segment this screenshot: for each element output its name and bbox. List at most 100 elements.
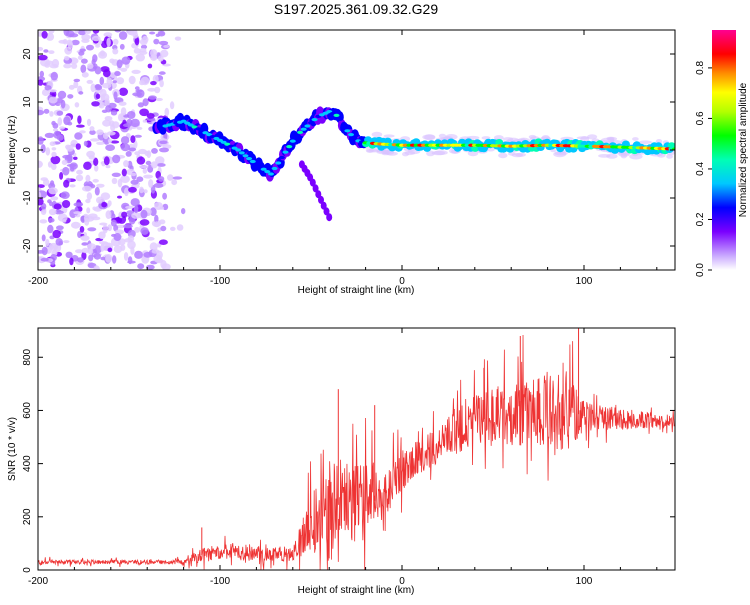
ridge-core <box>220 140 227 144</box>
noise-blob <box>118 31 128 40</box>
noise-blob <box>92 178 99 183</box>
noise-blob <box>38 46 44 51</box>
noise-blob <box>86 44 94 51</box>
noise-blob <box>126 30 134 35</box>
ridge-core <box>278 155 285 160</box>
noise-blob <box>73 78 81 83</box>
y-tick-label: 200 <box>22 508 33 525</box>
noise-blob <box>79 130 86 134</box>
noise-blob <box>135 89 143 93</box>
noise-blob <box>133 205 139 214</box>
noise-blob <box>155 97 163 102</box>
noise-blob <box>105 105 112 113</box>
noise-blob <box>142 168 148 174</box>
noise-blob <box>159 147 169 153</box>
noise-blob <box>73 80 79 89</box>
noise-blob <box>131 172 137 177</box>
noise-blob <box>170 226 176 231</box>
noise-blob <box>47 224 54 234</box>
noise-blob <box>102 224 108 234</box>
colorbar-label: Normalized spectral amplitude <box>738 82 749 217</box>
noise-blob <box>66 163 77 167</box>
ridge-core <box>271 166 278 171</box>
noise-blob <box>150 54 158 61</box>
noise-blob <box>124 238 133 243</box>
snr-x-label: Height of straight line (km) <box>298 585 415 596</box>
noise-blob <box>75 143 81 150</box>
noise-blob <box>75 249 84 254</box>
x-tick-label: 100 <box>576 576 593 587</box>
ridge-core <box>293 134 300 138</box>
noise-blob <box>134 37 140 46</box>
haze-blob <box>445 134 458 140</box>
ridge-core <box>235 148 242 152</box>
noise-blob <box>81 72 89 78</box>
noise-blob <box>130 135 136 144</box>
colorbar-tick-label: 0.2 <box>695 212 706 226</box>
haze-blob <box>424 134 436 141</box>
noise-blob <box>143 189 148 194</box>
noise-blob <box>101 201 108 208</box>
noise-blob <box>48 187 58 195</box>
noise-blob <box>174 36 182 41</box>
noise-blob <box>158 55 164 62</box>
noise-blob <box>128 186 137 193</box>
noise-blob <box>48 96 58 104</box>
noise-blob <box>40 144 46 154</box>
noise-blob <box>139 50 148 55</box>
noise-blob <box>125 205 135 209</box>
noise-blob <box>53 203 62 210</box>
ridge-core <box>340 123 347 127</box>
noise-blob <box>123 123 131 127</box>
noise-blob <box>39 70 44 78</box>
noise-blob <box>86 118 92 127</box>
noise-blob <box>117 178 123 188</box>
noise-blob <box>102 132 109 140</box>
snr-y-ticks: 0 200 400 600 800 <box>22 348 675 573</box>
noise-blob <box>97 199 103 204</box>
ridge-core <box>224 142 231 146</box>
ridge-core <box>308 121 314 125</box>
noise-blob <box>145 160 152 166</box>
colorbar-tick-label: 0.4 <box>695 162 706 176</box>
branch-blob <box>320 201 327 210</box>
ridge-core <box>268 172 274 176</box>
ridge-core <box>264 170 271 174</box>
noise-blob <box>62 166 70 176</box>
y-tick-label: -10 <box>22 190 33 205</box>
noise-blob <box>78 91 84 95</box>
noise-blob <box>56 110 64 116</box>
noise-blob <box>50 71 58 81</box>
noise-blob <box>94 66 102 75</box>
haze-blob <box>576 136 590 140</box>
noise-blob <box>142 98 149 107</box>
noise-blob <box>127 260 136 264</box>
haze-blob <box>606 153 618 159</box>
ridge-core <box>249 159 256 164</box>
noise-blob <box>89 126 95 132</box>
ridge-core <box>238 151 245 155</box>
noise-blob <box>149 31 156 35</box>
noise-blob <box>160 260 167 269</box>
noise-blob <box>44 132 55 138</box>
noise-blob <box>50 155 61 165</box>
ridge-core <box>351 136 358 141</box>
noise-blob <box>38 160 43 168</box>
noise-blob <box>63 55 70 61</box>
y-tick-label: 800 <box>22 348 33 365</box>
noise-blob <box>100 243 105 252</box>
ridge-core <box>246 157 253 161</box>
noise-blob <box>96 141 105 145</box>
haze-blob <box>383 134 395 138</box>
noise-blob <box>158 71 166 75</box>
x-tick-label: 0 <box>399 576 405 587</box>
noise-blob <box>113 91 118 100</box>
noise-blob <box>90 138 100 142</box>
noise-blob <box>51 147 57 151</box>
noise-blob <box>125 151 132 157</box>
noise-blob <box>112 48 119 55</box>
noise-blob <box>45 239 50 247</box>
noise-blob <box>137 263 145 270</box>
haze-blob <box>666 154 673 159</box>
noise-blob <box>116 77 125 85</box>
